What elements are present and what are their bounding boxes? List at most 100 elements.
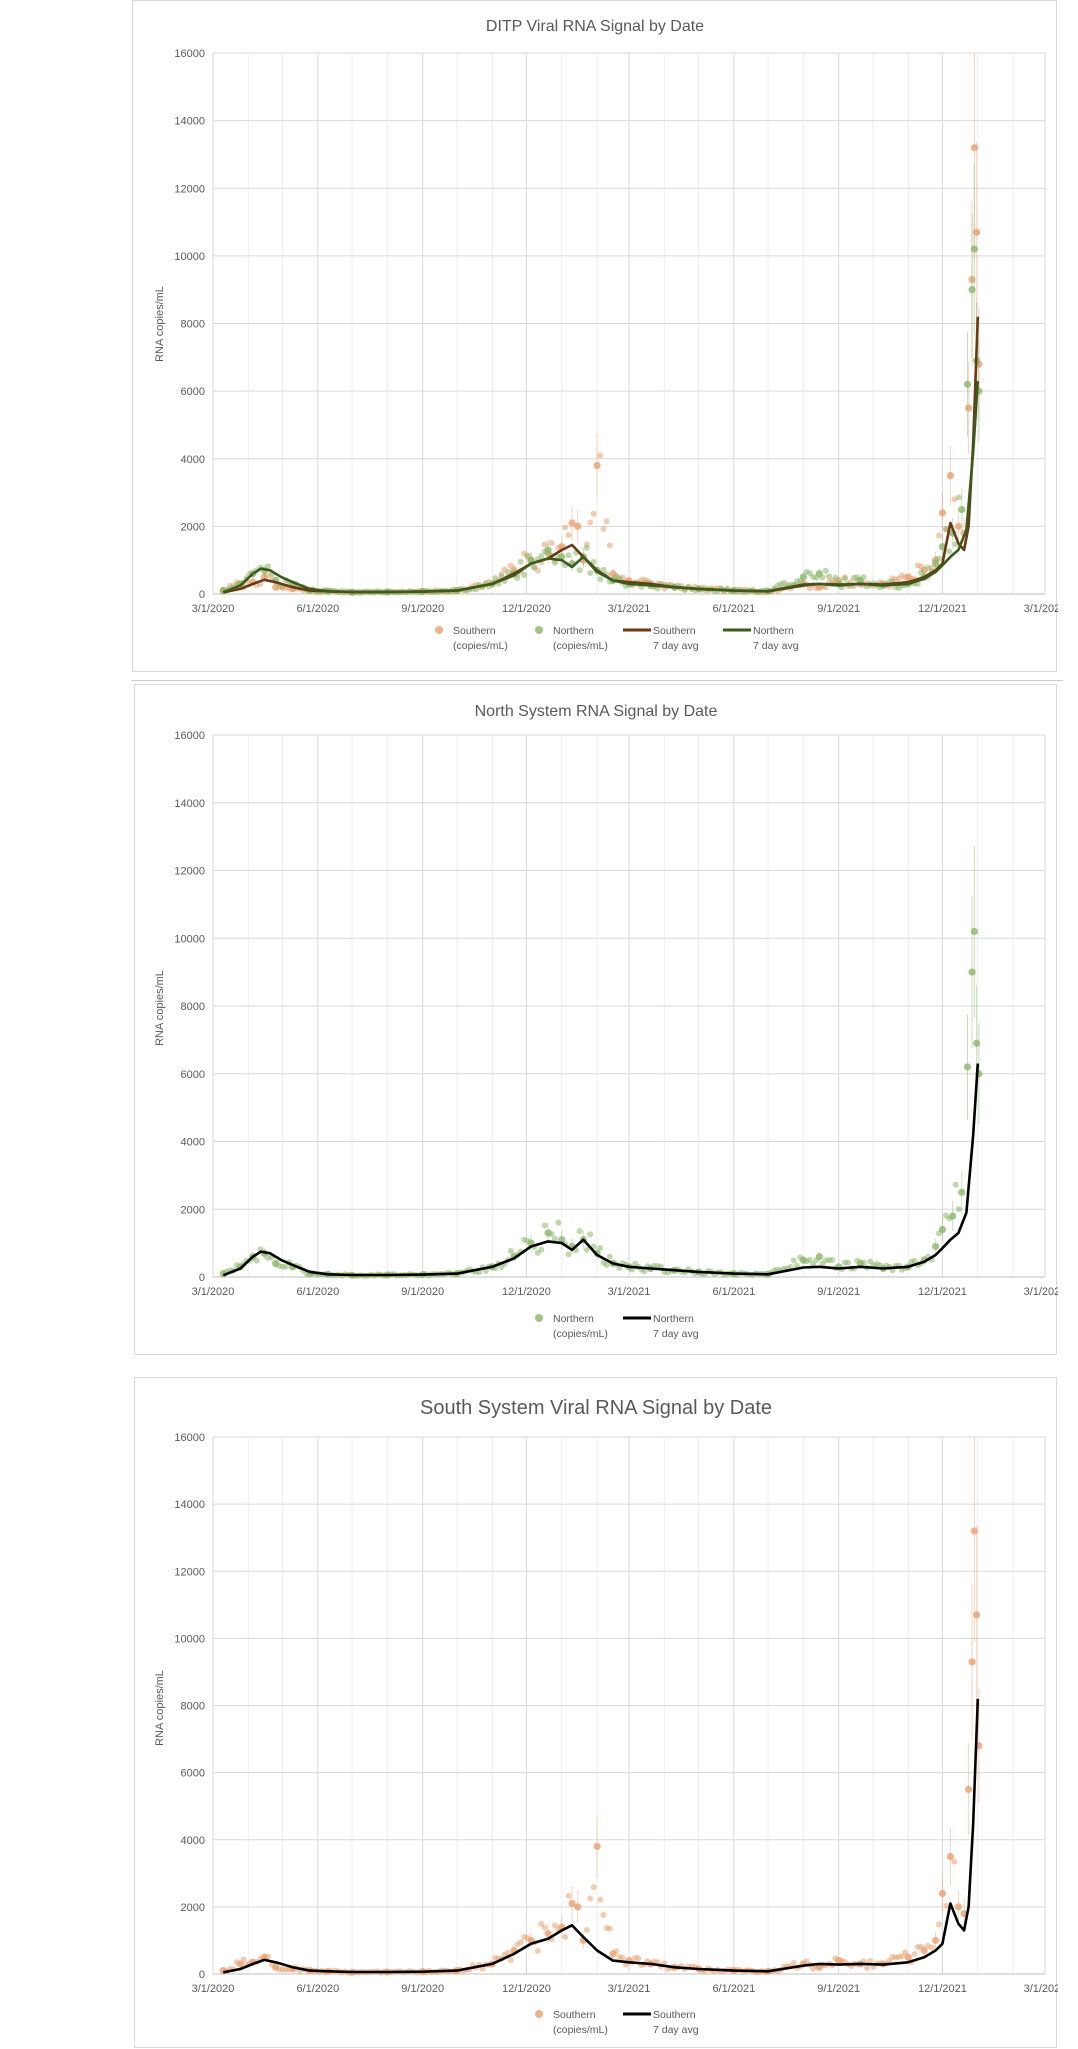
data-point: [813, 1257, 820, 1264]
data-point: [593, 461, 601, 470]
y-tick-label: 2000: [181, 1204, 205, 1216]
data-point: [946, 1215, 953, 1222]
x-tick-label: 3/1/2020: [192, 1983, 235, 1995]
data-point: [936, 1921, 943, 1928]
data-point: [952, 1181, 959, 1188]
data-point: [635, 1955, 642, 1962]
data-point: [265, 1953, 272, 1960]
data-point: [619, 1954, 626, 1961]
data-point: [826, 573, 833, 580]
data-point: [943, 1902, 950, 1909]
data-point: [590, 559, 597, 566]
data-point: [931, 1242, 940, 1251]
data-point: [917, 569, 924, 576]
data-point: [568, 519, 576, 527]
data-point: [902, 574, 909, 581]
legend-item: Southern (copies/mL): [435, 625, 508, 652]
y-tick-label: 2000: [181, 1902, 205, 1914]
y-tick-label: 16000: [174, 48, 205, 60]
data-point: [829, 1256, 836, 1263]
data-point: [938, 509, 947, 517]
data-point: [606, 1253, 613, 1260]
x-tick-label: 6/1/2021: [712, 1983, 755, 1995]
data-point: [860, 574, 867, 581]
data-point: [492, 575, 499, 582]
data-point: [936, 532, 943, 539]
data-point: [928, 1944, 935, 1951]
x-tick-label: 12/1/2021: [918, 1983, 967, 1995]
chart-panel-north: North System RNA Signal by Date RNA copi…: [134, 684, 1058, 1355]
data-point: [924, 564, 931, 571]
data-point: [517, 558, 524, 565]
x-tick-label: 12/1/2021: [918, 1286, 967, 1298]
data-point: [813, 574, 820, 581]
legend-item: Northern 7 day avg: [623, 1313, 699, 1340]
y-tick-label: 12000: [174, 183, 205, 195]
data-point: [968, 1658, 976, 1666]
x-tick-label: 3/1/2021: [608, 1983, 651, 1995]
data-point: [565, 1892, 572, 1899]
data-point: [946, 1852, 955, 1861]
legend: Northern (copies/mL) Northern 7 day avg: [535, 1313, 699, 1340]
data-point: [583, 1246, 590, 1253]
avg-line: [223, 1698, 980, 1974]
chart-south-svg: South System Viral RNA Signal by Date RN…: [154, 1397, 1058, 2036]
data-point: [968, 275, 976, 284]
data-point: [514, 575, 521, 582]
data-point: [597, 1245, 604, 1252]
data-point: [541, 548, 548, 555]
data-point: [797, 577, 804, 584]
data-point: [968, 286, 976, 294]
x-tick-label: 9/1/2020: [401, 603, 444, 615]
y-tick-label: 0: [199, 1272, 205, 1284]
data-point: [574, 522, 582, 530]
y-tick-label: 16000: [174, 1432, 205, 1444]
grid: [212, 1436, 1046, 1975]
data-point: [282, 1263, 289, 1270]
series-southern-copies-ml-: [219, 53, 983, 596]
x-tick-label: 9/1/2021: [817, 1983, 860, 1995]
data-point: [954, 1903, 962, 1911]
data-point: [544, 1930, 552, 1938]
legend-sublabel: (copies/mL): [453, 640, 508, 652]
series-southern-7-day-avg: [223, 1698, 980, 1974]
legend-label: Northern: [553, 625, 594, 637]
data-point: [603, 1261, 610, 1268]
data-point: [538, 553, 545, 560]
data-point: [233, 1959, 240, 1966]
data-point: [876, 1262, 883, 1269]
data-point: [590, 510, 597, 517]
data-point: [600, 525, 607, 532]
data-point: [597, 452, 604, 459]
grid: [212, 52, 1046, 595]
data-point: [965, 404, 973, 412]
x-tick-label: 6/1/2021: [712, 603, 755, 615]
data-point: [963, 380, 972, 388]
data-point: [524, 1237, 531, 1244]
data-point: [936, 555, 943, 562]
legend-sublabel: (copies/mL): [553, 1328, 608, 1340]
data-point: [970, 245, 978, 253]
data-point: [286, 1966, 293, 1973]
data-point: [568, 1899, 576, 1908]
data-point: [616, 575, 623, 582]
chart-panel-ditp: DITP Viral RNA Signal by Date RNA copies…: [132, 0, 1058, 672]
data-point: [806, 1256, 813, 1263]
y-tick-label: 10000: [174, 251, 205, 263]
data-point: [854, 574, 861, 581]
data-point: [970, 144, 978, 152]
chart-title: South System Viral RNA Signal by Date: [420, 1397, 772, 1419]
y-axis-label: RNA copies/mL: [154, 970, 166, 1046]
data-point: [613, 1948, 620, 1955]
y-tick-label: 6000: [181, 1069, 205, 1081]
legend-sublabel: (copies/mL): [553, 2024, 608, 2036]
data-point: [813, 585, 820, 592]
y-tick-label: 0: [199, 1969, 205, 1981]
data-point: [973, 1039, 981, 1047]
data-point: [917, 563, 924, 570]
legend-sublabel: 7 day avg: [753, 640, 799, 652]
data-point: [565, 552, 572, 559]
series-northern-7-day-avg: [222, 380, 980, 594]
series-northern-7-day-avg: [222, 1063, 980, 1277]
data-point: [863, 1964, 870, 1971]
